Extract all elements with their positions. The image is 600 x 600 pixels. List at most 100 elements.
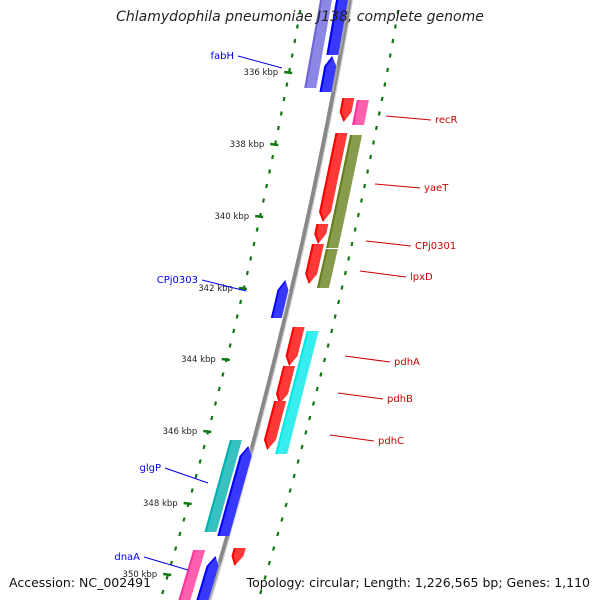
gc-dot-inner — [245, 270, 249, 276]
gene-label: yaeT — [424, 183, 449, 194]
cds-small-sheen — [233, 548, 248, 566]
gc-dot-inner — [161, 589, 165, 595]
gc-dot-inner — [174, 546, 178, 551]
gc-dot-outer — [304, 430, 308, 435]
cds-lpxd — [305, 244, 327, 284]
gene-label: pdhB — [387, 394, 413, 405]
tick-mark — [284, 70, 293, 75]
cog-dnaa-body — [178, 550, 206, 600]
gc-dot-outer — [300, 444, 304, 450]
gc-dot-outer — [330, 328, 334, 334]
gc-dot-outer — [393, 24, 397, 29]
gc-dot-inner — [239, 299, 243, 305]
gc-dot-outer — [369, 154, 373, 160]
cds-fabh-body — [319, 56, 337, 92]
gc-dot-inner — [252, 241, 256, 247]
gc-dot-outer — [359, 198, 363, 203]
gc-dot-inner — [210, 415, 214, 421]
cds-dnaa — [196, 556, 221, 600]
gene-leader-line — [164, 467, 209, 484]
gc-dot-outer — [356, 212, 360, 218]
gc-dot-outer — [383, 82, 387, 87]
gc-dot-outer — [288, 488, 292, 493]
cds-cpj0301 — [314, 224, 331, 244]
gc-dot-outer — [347, 256, 351, 261]
cds-recr — [339, 98, 357, 122]
gene-label: CPj0301 — [415, 241, 456, 252]
gc-dot-inner — [279, 111, 283, 116]
gc-dot-inner — [232, 328, 236, 334]
gc-dot-inner — [190, 488, 194, 493]
tick-label: 350 kbp — [123, 570, 158, 580]
gene-leader-line — [329, 434, 375, 442]
gc-dot-outer — [386, 67, 390, 73]
cog-yaet-body — [330, 135, 363, 226]
cog-recr-body — [352, 100, 369, 125]
gc-dot-inner — [268, 169, 272, 174]
gc-dot-inner — [178, 531, 182, 537]
gene-leader-line — [143, 556, 189, 571]
gene-label: pdhA — [394, 357, 420, 368]
gene-leader-line — [385, 115, 432, 121]
tick-label: 342 kbp — [198, 284, 233, 294]
cds-cpj0303-sheen — [272, 280, 291, 318]
gc-dot-inner — [255, 227, 259, 232]
cog-cpj0301-body — [326, 226, 343, 248]
cds-pdhb-sheen — [278, 366, 298, 404]
cds-yaet — [319, 133, 350, 222]
cog-yaet — [330, 135, 365, 226]
tick-label: 336 kbp — [244, 68, 279, 78]
gc-dot-outer — [259, 589, 263, 595]
gene-label: CPj0303 — [157, 275, 198, 286]
cds-glgp — [217, 446, 254, 536]
cds-dnaa-body — [196, 556, 219, 600]
cds-reverse-top-sheen — [328, 0, 351, 55]
cds-small-body — [231, 548, 246, 566]
gene-leader-line — [237, 55, 283, 69]
gc-dot-inner — [235, 314, 239, 319]
cog-pdh-body — [275, 331, 319, 454]
gc-dot-outer — [391, 38, 395, 44]
tick-mark — [254, 214, 264, 219]
cog-lpxd-sheen — [319, 249, 341, 288]
cog-fabh — [304, 0, 335, 88]
cds-pdhc-sheen — [266, 401, 289, 450]
backbone-highlight — [210, 0, 354, 600]
gc-dot-inner — [276, 125, 280, 131]
gc-dot-outer — [267, 560, 272, 566]
tick-label: 340 kbp — [215, 212, 250, 222]
cds-glgp-body — [217, 446, 252, 536]
cds-pdha-sheen — [287, 327, 307, 366]
cog-yaet-sheen — [333, 135, 365, 226]
gene-leader-line — [359, 270, 407, 278]
gc-dot-outer — [377, 111, 381, 116]
gene-label: pdhC — [378, 436, 404, 447]
gc-dot-inner — [282, 96, 286, 102]
cog-fabh-sheen — [306, 0, 335, 88]
gc-dot-inner — [295, 24, 299, 29]
gc-dot-inner — [285, 82, 289, 87]
cds-pdhc — [263, 401, 289, 450]
cds-lpxd-sheen — [307, 244, 327, 284]
gc-dot-outer — [366, 169, 370, 174]
cog-glgp-body — [204, 440, 242, 532]
gc-dot-inner — [290, 53, 294, 58]
cog-dnaa — [178, 550, 208, 600]
cog-glgp-sheen — [206, 440, 245, 532]
cds-cpj0303-body — [270, 280, 289, 318]
tick-mark — [238, 286, 248, 291]
gc-dot-inner — [265, 183, 269, 189]
cds-fabh — [319, 56, 339, 92]
gc-dot-inner — [217, 386, 221, 392]
gc-dot-outer — [326, 343, 330, 348]
cds-reverse-top — [326, 0, 351, 55]
gc-dot-inner — [249, 256, 253, 261]
cds-pdha — [285, 327, 307, 366]
cog-pdh — [275, 331, 321, 454]
gc-dot-outer — [350, 241, 354, 247]
gene-label: glgP — [139, 463, 161, 474]
gc-dot-inner — [165, 575, 169, 580]
cog-cpj0301 — [326, 226, 346, 248]
gene-leader-line — [337, 392, 384, 400]
